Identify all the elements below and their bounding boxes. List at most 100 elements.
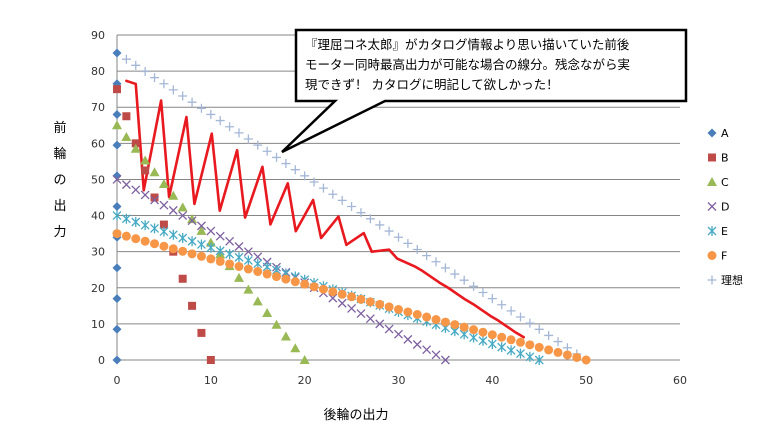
point [253,267,263,277]
point [534,355,544,365]
point [206,356,215,364]
point [318,284,328,294]
legend-label: 理想 [721,273,743,287]
point [131,234,141,244]
point [206,242,216,253]
point [469,281,479,291]
series-0 [112,48,122,365]
point [403,238,413,248]
legend-label: D [721,201,729,214]
y-tick-label: 10 [91,318,105,331]
point [506,335,516,345]
point [450,320,460,330]
point [150,73,160,83]
point [300,279,310,289]
point [403,334,413,344]
callout: 『理屈コネ太郎』がカタログ情報より思い描いていた前後 モーター同時最高出力が可能… [281,28,688,154]
point [243,255,253,266]
x-tick-label: 40 [485,374,499,387]
point [553,347,563,357]
point [168,85,178,95]
point [459,322,469,332]
point [440,317,450,327]
legend-label: F [721,250,727,263]
point [272,152,282,162]
point [253,252,263,262]
legend-label: A [721,127,729,140]
legend-marker [707,177,717,186]
point [337,298,347,308]
point [178,91,188,101]
point [215,116,225,126]
point [431,350,441,360]
point [225,259,235,269]
point [197,328,206,337]
point [140,155,151,165]
point [515,312,525,322]
point [234,128,244,138]
point [112,202,122,212]
point [262,269,272,279]
point [159,241,169,251]
point [215,245,225,256]
point [112,294,122,304]
point [112,229,122,239]
point [225,236,235,246]
point [131,185,141,195]
point [281,159,291,169]
point [215,231,225,241]
point [140,66,150,76]
point [206,254,216,264]
point [318,183,328,193]
point [412,245,422,254]
point [140,190,150,200]
point [131,60,141,70]
point [112,48,122,58]
point [131,216,141,227]
y-tick-label: 70 [91,101,105,114]
point [544,330,554,340]
point [234,242,244,251]
point [140,236,150,246]
point [206,109,216,119]
point [516,348,525,359]
point [206,226,216,236]
point [422,251,432,261]
point [515,337,525,347]
point [347,292,357,302]
y-tick-label: 0 [98,354,105,367]
point [506,345,516,356]
point [243,284,254,294]
point [271,319,282,329]
point [525,340,535,350]
point [159,220,168,229]
point [112,109,122,119]
point [196,251,206,261]
point [347,202,357,212]
point [375,319,385,329]
x-tick-label: 0 [114,374,121,387]
point [158,178,169,188]
point [196,239,206,250]
point [337,195,347,205]
legend-label: B [721,152,729,165]
point [290,277,300,287]
point [356,294,366,304]
point [459,275,469,285]
point [440,355,450,365]
x-tick-label: 50 [579,374,593,387]
legend-label: C [721,176,729,189]
point [290,165,300,175]
point [281,274,291,284]
point [365,214,375,224]
point [150,195,159,205]
point [309,282,319,292]
point [187,249,197,259]
point [112,210,122,221]
x-tick-labels: 0 10 20 30 40 50 60 [114,374,688,387]
callout-line-2: モーター同時最高出力が可能な場合の線分。残念ながら実 [305,57,630,72]
point [328,293,338,303]
red-scribble [125,79,526,339]
point [365,314,375,324]
point [375,299,385,309]
